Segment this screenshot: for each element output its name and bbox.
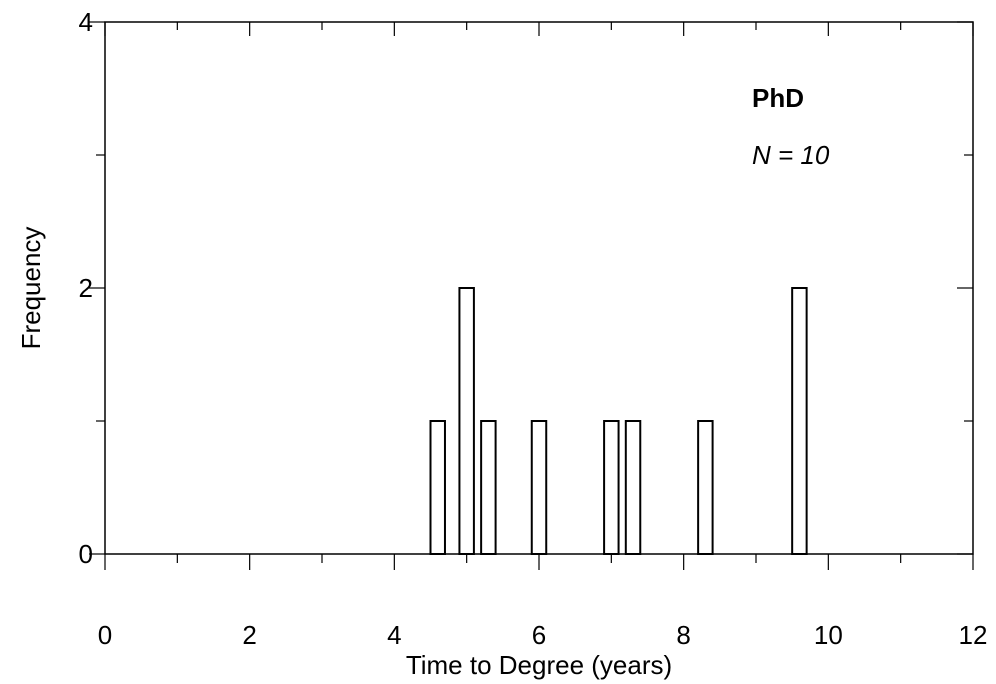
x-axis-title: Time to Degree (years) [406,650,672,680]
histogram-bar [791,287,808,555]
histogram-bar [429,420,446,555]
histogram-bar [480,420,497,555]
x-tick-label: 8 [676,620,690,650]
x-tick-label: 4 [387,620,401,650]
x-tick-label: 12 [959,620,988,650]
bars [429,287,808,555]
x-tick-label: 10 [814,620,843,650]
x-tick-label: 2 [242,620,256,650]
annotation-n-label: N = 10 [752,140,830,170]
y-tick-labels: 0 2 4 [79,7,93,569]
y-tick-label: 2 [79,273,93,303]
axis-ticks [89,21,974,570]
histogram-bar [530,420,548,555]
histogram-bar [624,420,642,555]
histogram-bar [697,420,714,555]
x-tick-labels: 0 2 4 6 8 10 12 [98,620,988,650]
x-tick-label: 6 [532,620,546,650]
y-axis-title: Frequency [16,227,46,350]
x-tick-label: 0 [98,620,112,650]
y-tick-label: 0 [79,539,93,569]
histogram-bar [458,287,475,555]
y-tick-label: 4 [79,7,93,37]
histogram-bar [603,420,620,555]
annotation-degree-label: PhD [752,83,804,113]
